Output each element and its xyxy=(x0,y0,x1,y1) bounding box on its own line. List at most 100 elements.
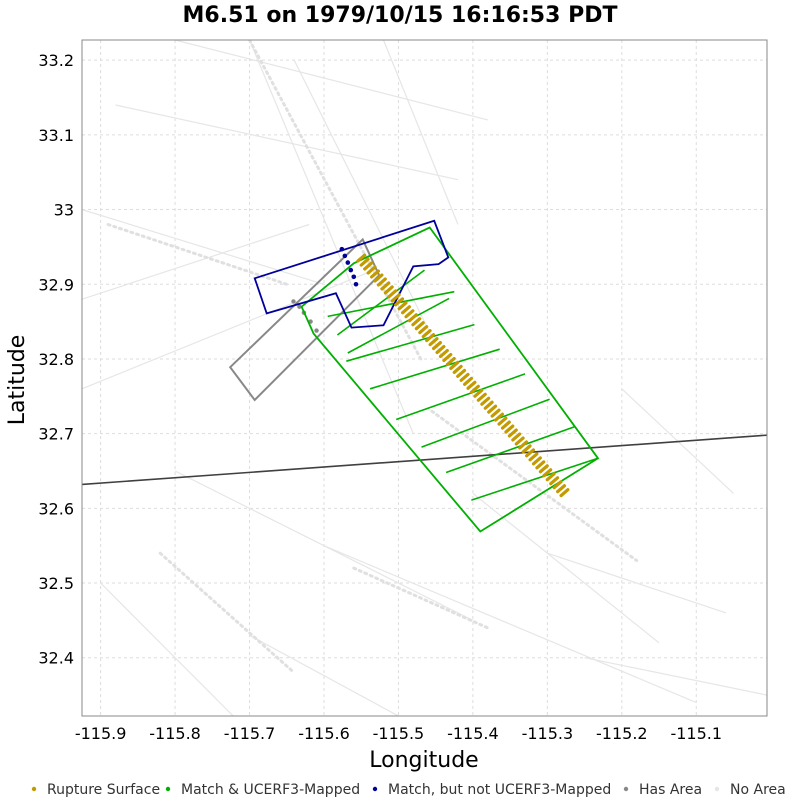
rupture-surface-point-35 xyxy=(476,392,487,402)
rupture-surface-point-10 xyxy=(390,293,401,303)
legend-marker-1 xyxy=(165,786,171,792)
y-tick-label-0: 32.4 xyxy=(38,649,74,668)
x-tick-label-7: -115.2 xyxy=(596,724,648,743)
rupture-surface-point-52 xyxy=(535,460,546,470)
rupture-surface-point-20 xyxy=(425,333,436,343)
rupture-surface-point-59 xyxy=(559,488,570,498)
rupture-surface-point-40 xyxy=(494,412,505,422)
legend-item-0: Rupture Surface xyxy=(31,782,160,798)
rupture-surface-point-41 xyxy=(497,416,508,426)
rupture-surface-point-4 xyxy=(369,269,380,279)
match-mapped-segment-6 xyxy=(421,398,550,448)
rupture-surface-point-33 xyxy=(469,384,480,394)
y-tick-label-2: 32.6 xyxy=(38,499,74,518)
rupture-surface-point-25 xyxy=(442,352,453,363)
legend-marker-4 xyxy=(714,786,720,792)
rupture-surface-point-57 xyxy=(552,480,563,490)
match-unmapped-point-5 xyxy=(353,281,359,287)
legend-label-0: Rupture Surface xyxy=(47,782,160,798)
no-area-fault-7 xyxy=(323,545,697,704)
chart-title: M6.51 on 1979/10/15 16:16:53 PDT xyxy=(183,3,618,28)
has-area-point-4 xyxy=(314,328,319,333)
rupture-surface-point-50 xyxy=(528,452,539,462)
y-axis-title: Latitude xyxy=(5,335,30,426)
rupture-surface-point-2 xyxy=(363,261,374,271)
rupture-surface-point-34 xyxy=(473,388,484,398)
match-mapped-outline xyxy=(300,226,600,533)
no-area-fault-11 xyxy=(382,40,459,225)
no-area-fault-2 xyxy=(293,59,444,360)
plot-background xyxy=(82,40,767,716)
rupture-surface-point-46 xyxy=(514,436,525,446)
x-tick-label-4: -115.5 xyxy=(373,724,425,743)
plot-frame xyxy=(81,39,768,717)
no-area-fault-4 xyxy=(82,268,377,390)
no-area-fault-14 xyxy=(249,634,399,716)
rupture-surface-point-45 xyxy=(511,432,522,442)
legend-marker-3 xyxy=(623,786,629,792)
match-unmapped-point-4 xyxy=(351,274,357,280)
no-area-fault-5 xyxy=(100,582,235,716)
match-mapped-segment-8 xyxy=(471,457,599,501)
rupture-surface-point-11 xyxy=(394,297,405,307)
rupture-surface-point-27 xyxy=(449,360,460,370)
legend-label-4: No Area xyxy=(730,782,786,798)
rupture-surface-point-58 xyxy=(556,484,567,494)
rupture-surface-point-53 xyxy=(538,464,549,474)
rupture-surface-point-15 xyxy=(407,313,418,323)
legend-item-3: Has Area xyxy=(623,782,702,798)
match-mapped-segment-1 xyxy=(336,269,425,336)
y-tick-label-6: 33 xyxy=(54,201,74,220)
legend-item-2: Match, but not UCERF3-Mapped xyxy=(372,782,611,798)
x-tick-label-3: -115.6 xyxy=(298,724,350,743)
rupture-surface-point-18 xyxy=(418,325,429,335)
x-tick-label-2: -115.7 xyxy=(224,724,276,743)
legend-label-2: Match, but not UCERF3-Mapped xyxy=(388,782,611,798)
no-area-trace-3 xyxy=(158,551,296,675)
no-area-fault-3 xyxy=(82,209,325,285)
rupture-surface-point-19 xyxy=(421,329,432,339)
plot-content xyxy=(82,40,767,716)
match-mapped-segment-4 xyxy=(369,348,500,390)
no-area-fault-13 xyxy=(547,552,727,614)
match-mapped-segment-2 xyxy=(347,297,450,354)
rupture-surface-point-36 xyxy=(480,396,491,406)
rupture-surface-point-29 xyxy=(456,368,467,378)
rupture-surface-point-44 xyxy=(507,428,518,438)
rupture-surface-point-26 xyxy=(445,356,456,367)
rupture-surface-point-14 xyxy=(404,309,415,319)
x-tick-label-5: -115.4 xyxy=(447,724,499,743)
legend-label-3: Has Area xyxy=(639,782,702,798)
no-area-trace-1 xyxy=(430,409,639,563)
rupture-surface-point-24 xyxy=(438,348,449,359)
rupture-surface-point-6 xyxy=(376,277,387,287)
no-area-trace-0 xyxy=(248,40,423,361)
rupture-surface-point-54 xyxy=(542,468,553,478)
rupture-surface-point-49 xyxy=(525,448,536,458)
legend-marker-2 xyxy=(372,786,378,792)
match-unmapped-point-1 xyxy=(342,253,348,259)
rupture-surface-point-7 xyxy=(380,281,391,291)
rupture-surface-point-30 xyxy=(459,372,470,382)
has-area-outline-0 xyxy=(228,237,381,402)
x-tick-label-6: -115.3 xyxy=(522,724,574,743)
x-tick-label-1: -115.8 xyxy=(149,724,201,743)
x-axis-title: Longitude xyxy=(369,748,478,773)
no-area-fault-1 xyxy=(248,40,414,434)
rupture-surface-point-43 xyxy=(504,424,515,434)
y-tick-label-3: 32.7 xyxy=(38,425,74,444)
rupture-surface-point-47 xyxy=(518,440,529,450)
has-area-point-1 xyxy=(297,304,302,309)
no-area-fault-8 xyxy=(472,492,660,644)
rupture-surface-point-5 xyxy=(373,273,384,283)
rupture-surface-point-9 xyxy=(387,289,398,299)
legend: Rupture Surface Match & UCERF3-Mapped Matc… xyxy=(31,782,786,798)
no-area-trace-2 xyxy=(106,223,289,286)
rupture-surface-point-51 xyxy=(531,456,542,466)
y-tick-label-4: 32.8 xyxy=(38,350,74,369)
legend-item-4: No Area xyxy=(714,782,786,798)
match-unmapped-point-2 xyxy=(345,260,351,265)
legend-label-1: Match & UCERF3-Mapped xyxy=(181,782,360,798)
match-mapped-segment-5 xyxy=(395,373,526,421)
